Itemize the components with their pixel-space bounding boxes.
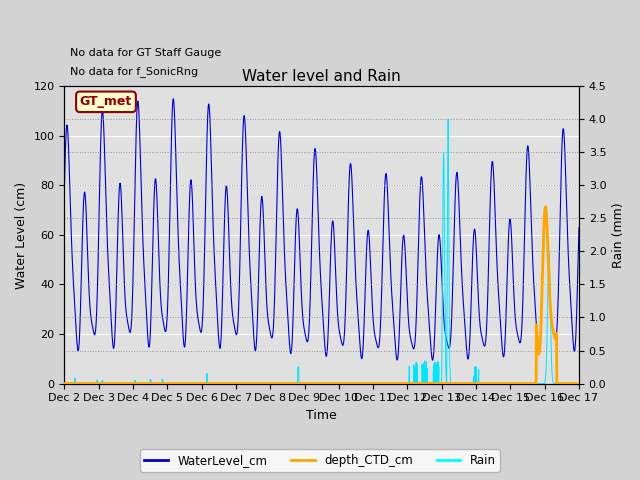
Legend: WaterLevel_cm, depth_CTD_cm, Rain: WaterLevel_cm, depth_CTD_cm, Rain — [140, 449, 500, 472]
Title: Water level and Rain: Water level and Rain — [243, 69, 401, 84]
Y-axis label: Water Level (cm): Water Level (cm) — [15, 181, 28, 288]
Text: GT_met: GT_met — [80, 96, 132, 108]
X-axis label: Time: Time — [307, 409, 337, 422]
Text: No data for GT Staff Gauge: No data for GT Staff Gauge — [70, 48, 221, 58]
Y-axis label: Rain (mm): Rain (mm) — [612, 202, 625, 268]
Text: No data for f_SonicRng: No data for f_SonicRng — [70, 66, 198, 76]
